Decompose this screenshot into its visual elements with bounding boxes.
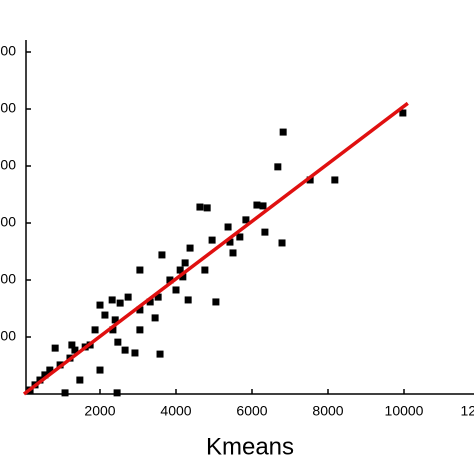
point <box>181 259 189 267</box>
point <box>124 293 132 301</box>
point <box>259 202 267 210</box>
point <box>172 286 180 294</box>
x-tick-label: 10000 <box>385 403 424 419</box>
point <box>184 296 192 304</box>
point <box>278 239 286 247</box>
point <box>242 216 250 224</box>
point <box>151 314 159 322</box>
x-tick-label: 8000 <box>312 403 343 419</box>
point <box>109 326 117 334</box>
point <box>136 326 144 334</box>
point <box>121 346 129 354</box>
point <box>156 350 164 358</box>
point <box>114 338 122 346</box>
point <box>224 223 232 231</box>
point <box>261 228 269 236</box>
y-tick-label: 8000 <box>0 157 16 173</box>
point <box>46 366 54 374</box>
point <box>236 233 244 241</box>
point <box>166 276 174 284</box>
point <box>203 204 211 212</box>
point <box>274 163 282 171</box>
point <box>136 266 144 274</box>
point <box>96 301 104 309</box>
point <box>71 346 79 354</box>
point <box>201 266 209 274</box>
point <box>96 366 104 374</box>
y-tick-label: 2000 <box>0 328 16 344</box>
point <box>331 176 339 184</box>
y-tick-label: 10000 <box>0 100 16 116</box>
x-tick-label: 4000 <box>160 403 191 419</box>
point <box>101 311 109 319</box>
point <box>113 389 121 397</box>
point <box>399 109 407 117</box>
x-tick-label: 2000 <box>84 403 115 419</box>
point <box>186 244 194 252</box>
x-axis-label: Kmeans <box>206 433 294 460</box>
point <box>154 293 162 301</box>
point <box>176 266 184 274</box>
point <box>116 299 124 307</box>
point <box>91 326 99 334</box>
point <box>136 306 144 314</box>
fit-line <box>22 101 409 396</box>
point <box>212 298 220 306</box>
point <box>108 296 116 304</box>
point <box>253 201 261 209</box>
point <box>196 203 204 211</box>
x-tick-label: 6000 <box>236 403 267 419</box>
point <box>111 316 119 324</box>
point <box>61 389 69 397</box>
y-tick-label: 4000 <box>0 271 16 287</box>
point <box>279 128 287 136</box>
point <box>158 251 166 259</box>
point <box>68 341 76 349</box>
point <box>229 249 237 257</box>
point <box>226 238 234 246</box>
point <box>131 349 139 357</box>
point <box>51 344 59 352</box>
y-tick-label: 6000 <box>0 214 16 230</box>
point <box>208 236 216 244</box>
point <box>179 273 187 281</box>
point <box>41 371 49 379</box>
point <box>146 298 154 306</box>
point <box>76 376 84 384</box>
point <box>306 176 314 184</box>
